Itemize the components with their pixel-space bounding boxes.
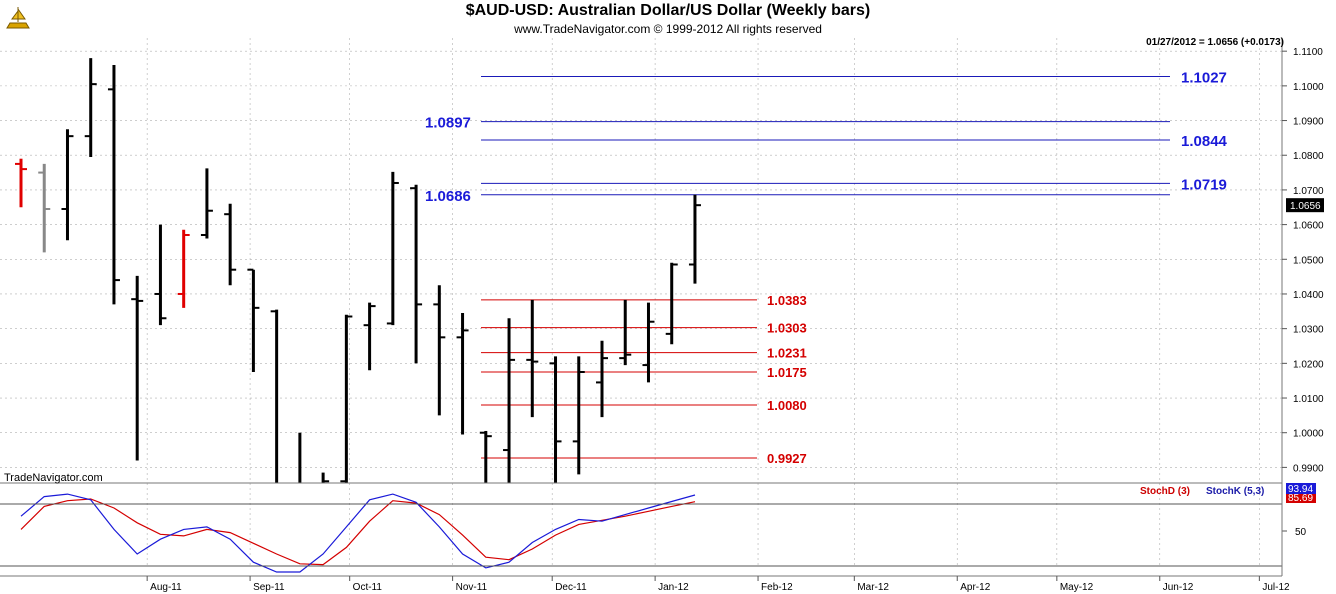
price-tick-label: 1.0800 (1293, 151, 1324, 162)
ohlc-bar (177, 229, 190, 308)
price-tick-label: 1.0500 (1293, 255, 1324, 266)
stoch-grid: 50 (1282, 527, 1307, 538)
price-tick-label: 1.1100 (1293, 47, 1323, 58)
ohlc-bar (688, 194, 701, 284)
fib-blue-label: 1.0686 (425, 188, 471, 205)
price-tick-label: 1.0400 (1293, 290, 1324, 301)
fib-lines: 1.1027 1.0897 1.0844 1.0719 1.0686 1.0383 1.03… (425, 69, 1228, 466)
ohlc-bar (131, 275, 144, 461)
fib-red-label: 1.0303 (767, 321, 807, 336)
date-tick-label: Dec-11 (555, 582, 587, 593)
date-tick-label: Jul-12 (1262, 582, 1290, 593)
date-axis: Aug-11 Sep-11 Oct-11 Nov-11 Dec-11 Jan-12 Feb-… (146, 576, 1290, 593)
stoch-tick-label: 50 (1295, 527, 1307, 538)
logo-sail (11, 7, 26, 22)
price-tick-label: 1.0900 (1293, 117, 1324, 128)
stochk-value-label: 93.94 (1288, 484, 1313, 495)
ohlc-bar (321, 472, 330, 483)
ohlc-bar (247, 268, 260, 373)
price-tick-label: 1.1000 (1293, 82, 1324, 93)
ohlc-bar (433, 285, 446, 416)
price-grid (0, 38, 1282, 566)
last-price-box (1286, 198, 1324, 213)
last-price-info: 01/27/2012 = 1.0656 (+0.0173) (1146, 37, 1284, 48)
stochd-line (20, 498, 696, 566)
fib-blue-label: 1.0844 (1181, 133, 1228, 150)
price-tick-label: 0.9900 (1293, 463, 1324, 474)
ohlc-bar (619, 299, 632, 366)
fib-blue-label: 1.0897 (425, 115, 471, 132)
date-tick-label: Mar-12 (857, 582, 889, 593)
stochk-line (20, 493, 696, 573)
ohlc-bar (596, 340, 608, 418)
date-tick-label: Jan-12 (658, 582, 689, 593)
logo-shape (6, 22, 30, 29)
fib-red-label: 1.0231 (767, 346, 807, 361)
date-tick-label: Jun-12 (1163, 582, 1194, 593)
ohlc-bar (38, 163, 51, 253)
ohlc-bar (386, 171, 399, 326)
date-tick-label: Sep-11 (253, 582, 285, 593)
ohlc-bar (503, 318, 516, 483)
date-tick-label: Apr-12 (960, 582, 990, 593)
fib-red-label: 1.0383 (767, 293, 807, 308)
watermark-text: TradeNavigator.com (4, 472, 103, 484)
ohlc-bar (270, 309, 279, 483)
price-tick-label: 1.0300 (1293, 325, 1324, 336)
price-tick-label: 1.0600 (1293, 221, 1324, 232)
ohlc-bar (526, 299, 539, 418)
fib-blue-label: 1.0719 (1181, 176, 1227, 193)
date-tick-label: Aug-11 (150, 582, 182, 593)
stochk-value-box (1286, 483, 1316, 494)
ohlc-bar (479, 430, 492, 483)
ohlc-bar (549, 356, 562, 483)
price-tick-label: 1.0200 (1293, 359, 1324, 370)
price-tick-label: 1.0000 (1293, 429, 1324, 440)
chart-title: $AUD-USD: Australian Dollar/US Dollar (W… (465, 2, 871, 19)
fib-red-label: 1.0175 (767, 365, 807, 380)
stochd-legend: StochD (3) (1140, 486, 1190, 497)
price-panel (0, 38, 1282, 482)
ohlc-bar (200, 168, 213, 239)
stochk-legend: StochK (5,3) (1206, 486, 1265, 497)
ohlc-bar (642, 302, 655, 383)
date-tick-label: Feb-12 (761, 582, 793, 593)
chart-subtitle: www.TradeNavigator.com © 1999-2012 All r… (514, 22, 822, 36)
date-tick-label: May-12 (1060, 582, 1094, 593)
price-axis: 1.1100 1.1000 1.0900 1.0800 1.0700 1.0600 1.05… (1282, 47, 1324, 474)
ohlc-bar (224, 203, 237, 286)
ohlc-bar (572, 356, 585, 475)
ohlc-bar (410, 184, 423, 364)
last-price-label: 1.0656 (1290, 201, 1321, 212)
ohlc-bar (15, 158, 27, 208)
fib-red-label: 1.0080 (767, 398, 807, 413)
fib-red-label: 0.9927 (767, 451, 807, 466)
ohlc-bar (665, 262, 678, 345)
ohlc-bar (363, 302, 376, 371)
ohlc-bar (61, 129, 74, 241)
trade-navigator-logo (6, 7, 30, 29)
ohlc-bar (340, 314, 353, 483)
ohlc-bar (154, 224, 167, 326)
ohlc-bars (15, 58, 701, 483)
date-tick-label: Oct-11 (353, 582, 383, 593)
stochd-value-label: 85.69 (1288, 493, 1313, 504)
fib-blue-label: 1.1027 (1181, 69, 1227, 86)
ohlc-bar (107, 65, 120, 305)
price-tick-label: 1.0700 (1293, 186, 1324, 197)
ohlc-bar (456, 313, 469, 435)
stochd-value-box (1286, 492, 1316, 503)
price-tick-label: 1.0100 (1293, 394, 1324, 405)
date-tick-label: Nov-11 (456, 582, 488, 593)
ohlc-bar (84, 58, 97, 157)
